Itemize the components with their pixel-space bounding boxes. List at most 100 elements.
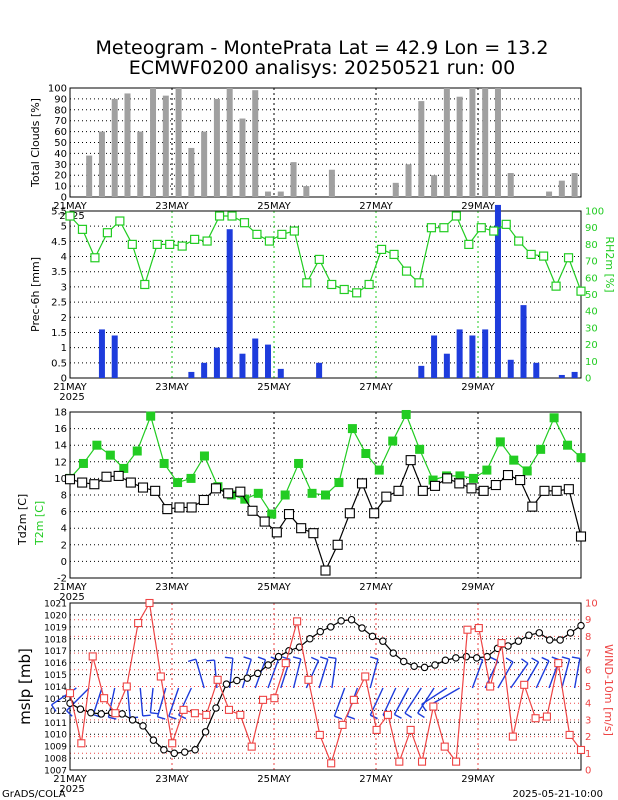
wind-speed-marker (542, 712, 551, 721)
precip-bar (482, 329, 489, 378)
clouds-ytick-label: 30 (54, 160, 67, 171)
t2m-marker (321, 490, 330, 500)
wind-barb (382, 687, 397, 716)
precip-bar (558, 374, 565, 378)
precip-y2tick-label: 50 (585, 290, 598, 301)
precip-y2tick-label: 90 (585, 223, 598, 234)
wind-speed-marker (463, 625, 472, 634)
td2m-marker (235, 486, 246, 497)
precip-y2tick-label: 10 (585, 357, 598, 368)
clouds-ytick-label: 10 (54, 182, 67, 193)
temp-ytick-label: 6 (61, 507, 67, 518)
wind-barb (404, 687, 422, 714)
rh-marker (526, 249, 536, 260)
wind-speed-marker (474, 623, 483, 633)
cloud-bar (277, 191, 284, 197)
temp-ytick-label: 12 (54, 457, 67, 468)
clouds-ytick-label: 70 (54, 116, 67, 127)
t2m-marker (536, 444, 546, 454)
precip-bar (494, 204, 501, 378)
rh-marker (464, 239, 474, 249)
mslp-marker (118, 710, 126, 718)
t2m-ylabel: T2m [C] (33, 501, 46, 546)
mslp-marker (326, 623, 335, 631)
rh-marker (140, 279, 150, 290)
wind-barb-feather (282, 656, 291, 661)
wind-speed-marker (315, 730, 324, 739)
mslp-y2tick-label: 8 (585, 632, 591, 643)
wind-barb-feather (243, 656, 252, 660)
wind-barb (561, 658, 571, 689)
mslp-marker (149, 736, 158, 744)
mslp-marker (274, 652, 283, 661)
mslp-marker (410, 662, 418, 670)
precip-year-label: 2025 (59, 392, 84, 403)
precip-bar (98, 329, 105, 378)
rh-marker (489, 226, 499, 236)
rh-marker (115, 216, 125, 226)
precip-y2tick-label: 30 (585, 323, 598, 334)
cloud-bar (86, 155, 93, 197)
t2m-marker (199, 451, 209, 461)
wind-barb-feather (421, 703, 427, 712)
cloud-bar (482, 88, 489, 197)
precip-bar (469, 335, 476, 378)
t2m-marker (388, 436, 398, 446)
rh-marker (376, 244, 387, 255)
mslp-marker (389, 649, 398, 657)
rh-marker (439, 223, 449, 233)
t2m-marker (563, 440, 573, 450)
wind-speed-marker (531, 714, 540, 723)
td2m-marker (539, 485, 550, 496)
cloud-bar (303, 186, 310, 197)
t2m-marker (119, 463, 129, 473)
precip-bar (252, 338, 259, 378)
t2m-marker (522, 466, 532, 476)
precip-bar (520, 305, 527, 378)
precip-ytick-label: 2 (61, 313, 67, 324)
t2m-marker (92, 440, 102, 450)
precip-ytick-label: 0.5 (51, 358, 67, 369)
td2m-marker (186, 502, 197, 513)
mslp-marker (358, 624, 366, 632)
wind-speed-marker (395, 757, 404, 766)
wind-barb-feather (520, 658, 529, 664)
mslp-xtick-label: 21MAY (53, 774, 87, 785)
precip-ytick-label: 5.5 (51, 207, 67, 218)
td2m-marker (527, 501, 538, 512)
wind-barb-feather (561, 656, 570, 660)
rh-marker (152, 239, 162, 249)
mslp-ytick-label: 1015 (44, 671, 67, 681)
mslp-year-label: 2025 (59, 784, 84, 795)
mslp-xtick-label: 27MAY (359, 774, 393, 785)
temp-xtick-label: 27MAY (359, 582, 393, 593)
cloud-bar (456, 96, 463, 197)
precip-ytick-label: 1 (61, 343, 67, 354)
td2m-marker (210, 483, 222, 494)
td2m-marker (381, 491, 392, 502)
clouds-xtick-label: 27MAY (359, 201, 393, 212)
rh-marker (177, 241, 187, 251)
precip-ytick-label: 3 (61, 282, 67, 293)
mslp-marker (233, 676, 241, 685)
mslp-marker (368, 632, 377, 641)
precip-ylabel: Prec-6h [mm] (29, 257, 42, 332)
precip-bar (431, 335, 438, 378)
td2m-marker (223, 488, 234, 499)
mslp-ytick-label: 1021 (44, 600, 67, 610)
clouds-xtick-label: 21MAY (53, 201, 87, 212)
wind-barb-feather (320, 656, 329, 660)
rh-marker (476, 223, 486, 233)
cloud-bar (111, 98, 118, 197)
wind-barb (510, 663, 529, 689)
temp-ytick-label: 14 (54, 441, 67, 452)
rh-marker (65, 211, 75, 221)
wind-barb (168, 687, 180, 717)
td2m-marker (77, 477, 88, 488)
td2m-marker (101, 471, 112, 482)
wind-speed-marker (247, 742, 256, 751)
rh-marker (563, 253, 574, 263)
mslp-xtick-label: 29MAY (461, 774, 495, 785)
precip-bar (456, 329, 463, 378)
